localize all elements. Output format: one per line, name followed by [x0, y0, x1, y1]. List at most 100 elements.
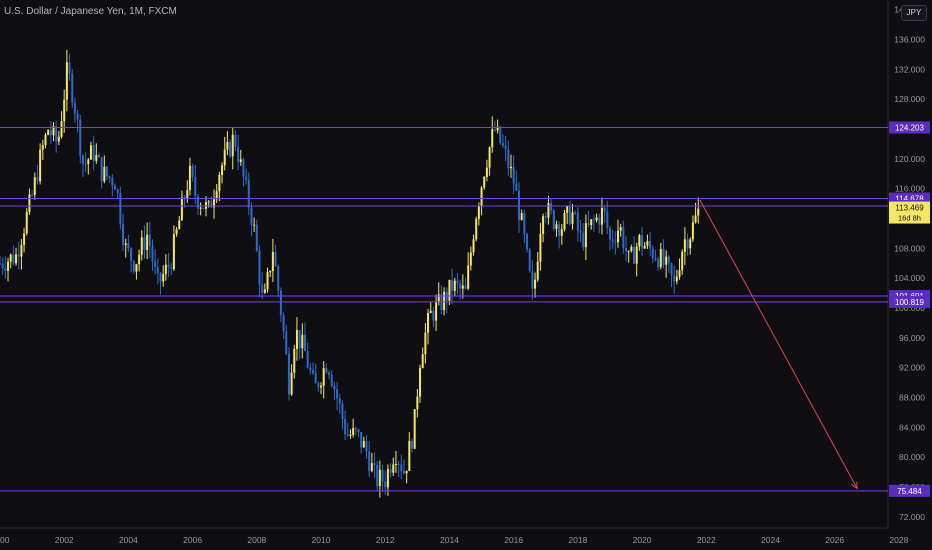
candle-down	[389, 469, 392, 473]
candle-down	[368, 451, 371, 472]
candle-up	[555, 224, 558, 229]
candle-up	[322, 368, 325, 386]
candle-up	[616, 230, 619, 243]
candle-down	[202, 207, 205, 209]
candle-up	[408, 440, 411, 471]
candle-down	[354, 428, 357, 430]
price-tick-label: 128.000	[894, 94, 925, 104]
candle-up	[9, 254, 12, 262]
level-badge-label: 114.678	[895, 195, 924, 204]
currency-badge[interactable]: JPY	[901, 5, 927, 21]
candle-up	[416, 396, 419, 410]
candle-up	[635, 246, 638, 264]
candle-down	[309, 367, 312, 371]
candle-down	[579, 230, 582, 233]
candle-down	[119, 193, 122, 225]
candle-down	[507, 149, 510, 169]
candle-up	[221, 165, 224, 175]
candle-down	[287, 353, 290, 395]
level-badge-label: 124.203	[895, 124, 924, 133]
candle-up	[204, 202, 207, 209]
price-tick-label: 132.000	[894, 64, 925, 74]
level-badge	[889, 121, 930, 134]
price-tick-label: 108.000	[894, 243, 925, 253]
candle-down	[641, 235, 644, 249]
candle-down	[633, 246, 636, 264]
price-tick-label: 120.000	[894, 154, 925, 164]
candle-up	[103, 166, 106, 182]
candle-up	[683, 239, 686, 252]
time-tick-label: 2016	[504, 535, 523, 545]
time-tick-label: 2028	[889, 535, 908, 545]
time-tick-label: 2004	[119, 535, 138, 545]
candle-down	[306, 351, 309, 368]
candle-down	[651, 248, 654, 258]
candle-up	[394, 464, 397, 466]
candle-down	[499, 126, 502, 144]
time-tick-label: 2012	[376, 535, 395, 545]
candle-up	[65, 62, 68, 100]
candle-up	[563, 212, 566, 230]
candle-up	[584, 223, 587, 248]
price-tick-label: 116.000	[895, 184, 925, 194]
candle-up	[665, 256, 668, 265]
candle-down	[191, 165, 194, 178]
candle-up	[207, 201, 210, 203]
candle-down	[68, 62, 71, 74]
candle-up	[188, 165, 191, 191]
projection-arrow-layer[interactable]	[699, 199, 858, 490]
candle-up	[536, 261, 539, 280]
candle-up	[643, 245, 646, 249]
candle-up	[488, 147, 491, 168]
candle-up	[269, 271, 272, 273]
candle-up	[352, 428, 355, 435]
levels-layer[interactable]	[0, 127, 888, 492]
time-tick-label: 2026	[825, 535, 844, 545]
candle-up	[483, 176, 486, 188]
candle-up	[419, 368, 422, 397]
candle-up	[138, 254, 141, 265]
candle-down	[397, 464, 400, 466]
candle-up	[600, 207, 603, 225]
candle-down	[451, 279, 454, 291]
candle-down	[36, 177, 39, 182]
candle-down	[285, 331, 288, 354]
candle-down	[151, 246, 154, 262]
candle-down	[459, 283, 462, 289]
candle-up	[146, 234, 149, 250]
candle-up	[271, 251, 274, 272]
candle-up	[23, 233, 26, 245]
candle-up	[290, 372, 293, 395]
candle-up	[186, 190, 189, 199]
candle-up	[485, 167, 488, 177]
price-axis[interactable]	[888, 0, 932, 550]
candle-down	[312, 370, 315, 374]
candle-down	[330, 374, 333, 387]
candle-up	[172, 234, 175, 269]
candle-up	[370, 463, 373, 472]
candle-up	[475, 218, 478, 240]
candle-down	[258, 250, 261, 285]
candle-down	[518, 190, 521, 220]
candle-up	[678, 270, 681, 277]
candle-up	[627, 250, 630, 252]
current-price-label: 113.469	[895, 204, 924, 213]
candle-down	[325, 368, 328, 373]
candle-down	[303, 334, 306, 352]
time-tick-label: 2006	[183, 535, 202, 545]
candle-down	[76, 113, 79, 120]
candle-up	[659, 248, 662, 268]
candle-down	[662, 248, 665, 265]
candle-up	[164, 264, 167, 275]
time-tick-label: 2022	[697, 535, 716, 545]
time-tick-label: 00	[0, 535, 10, 545]
candle-down	[456, 280, 459, 284]
time-tick-label: 2018	[568, 535, 587, 545]
candle-down	[515, 183, 518, 191]
candle-down	[402, 470, 405, 474]
symbol-title[interactable]: U.S. Dollar / Japanese Yen, 1M, FXCM	[4, 6, 177, 17]
candle-up	[215, 191, 218, 200]
candle-down	[277, 266, 280, 291]
candle-up	[542, 216, 545, 234]
